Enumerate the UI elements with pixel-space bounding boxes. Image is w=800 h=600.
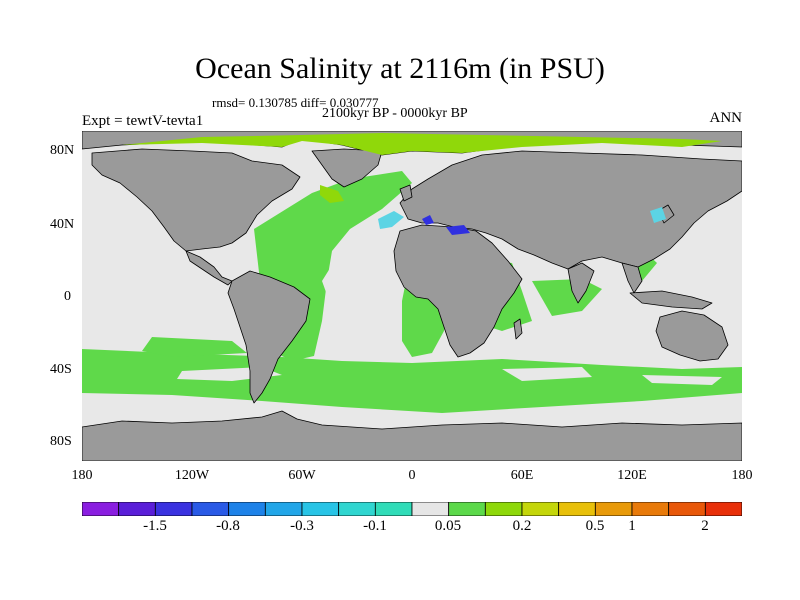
colorbar-label: -0.1 (363, 518, 387, 534)
negative-anomaly-regions (378, 207, 666, 235)
lat-label: 0 (64, 289, 71, 304)
colorbar-swatch (558, 502, 596, 516)
uk (399, 184, 413, 202)
colorbar-swatch (448, 502, 486, 516)
experiment-label: Expt = tewtV-tevta1 (82, 113, 204, 129)
colorbar-swatch (484, 502, 523, 516)
lon-label: 120W (174, 468, 210, 483)
madagascar (513, 318, 523, 340)
colorbar-swatch (301, 502, 340, 516)
colorbar-swatch (668, 502, 706, 516)
indonesia (629, 290, 713, 310)
colorbar-label: 0.2 (512, 518, 532, 534)
salinity-map (82, 131, 742, 461)
lon-label: 60E (510, 468, 534, 483)
colorbar-swatch (594, 502, 633, 516)
stats-text: rmsd= 0.130785 diff= 0.030777 (212, 95, 379, 110)
colorbar-swatch (118, 502, 156, 516)
lat-label: 40S (50, 362, 72, 377)
colorbar-label: 0.5 (585, 518, 605, 534)
colorbar-swatch (82, 502, 120, 516)
colorbar-swatch (374, 502, 413, 516)
lat-label: 40N (50, 217, 75, 232)
lon-label: 180 (71, 468, 93, 483)
colorbar-label: -0.8 (216, 518, 240, 534)
colorbar-swatch (411, 502, 450, 516)
australia (655, 310, 729, 362)
lon-label: 0 (408, 468, 416, 483)
lon-label: 60W (288, 468, 316, 483)
colorbar-label: 1 (628, 518, 636, 534)
colorbar-label: 0.05 (434, 518, 462, 534)
colorbar-swatch (631, 502, 670, 516)
southeast-asia (621, 262, 643, 294)
colorbar-swatch (154, 502, 193, 516)
period-text: 2100kyr BP - 0000kyr BP (322, 106, 468, 121)
colorbar-label: -0.3 (290, 518, 314, 534)
north-america (91, 148, 301, 252)
lat-label: 80S (50, 434, 72, 449)
colorbar-swatch (264, 502, 303, 516)
africa (393, 224, 523, 358)
lon-label: 180 (731, 468, 753, 483)
lat-label: 80N (50, 143, 75, 158)
colorbar-swatch (228, 502, 266, 516)
colorbar-label: 2 (701, 518, 709, 534)
map-title: Ocean Salinity at 2116m (in PSU) (195, 52, 605, 85)
season-label: ANN (709, 110, 743, 126)
arctic-anomaly (122, 133, 722, 203)
colorbar-swatch (191, 502, 230, 516)
colorbar-swatch (521, 502, 560, 516)
antarctica (82, 410, 742, 461)
south-america (227, 270, 311, 404)
colorbar-swatch (338, 502, 376, 516)
colorbar-swatch (704, 502, 742, 516)
india (567, 262, 595, 304)
eurasia (399, 150, 742, 270)
central-america (185, 250, 233, 286)
greenland (311, 148, 383, 188)
colorbar (82, 502, 742, 516)
lon-label: 120E (617, 468, 647, 483)
colorbar-label: -1.5 (143, 518, 167, 534)
